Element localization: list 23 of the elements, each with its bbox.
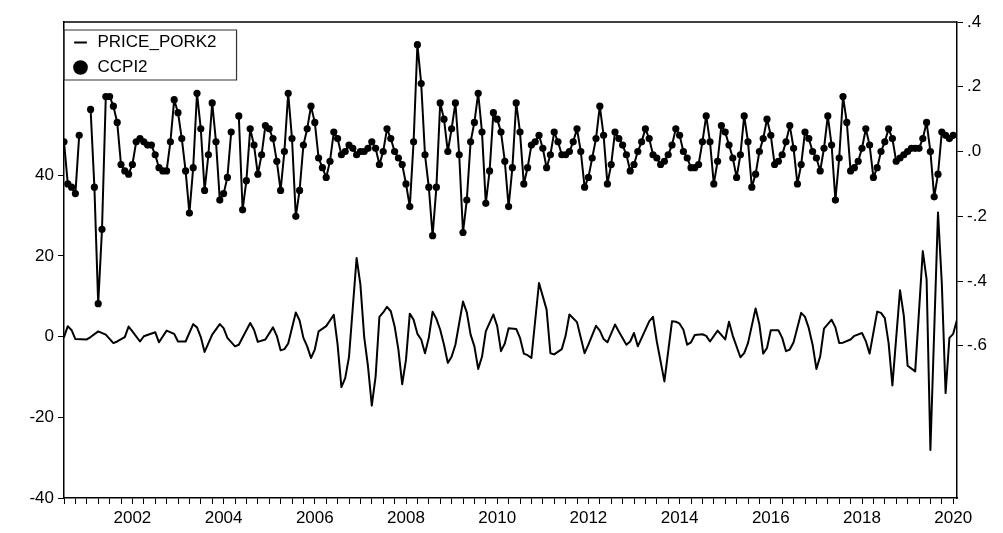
y-tick-label: -40 — [29, 487, 54, 507]
y-tick-label: 20 — [35, 245, 54, 265]
y2-tick-label: -.4 — [967, 270, 987, 290]
y2-tick-label: .4 — [967, 11, 982, 31]
x-tick-label: 2010 — [478, 507, 517, 527]
y2-tick-label: -.6 — [967, 335, 987, 355]
x-tick-label: 2002 — [113, 507, 152, 527]
y2-tick-label: .2 — [967, 76, 982, 96]
x-tick-label: 2008 — [387, 507, 425, 527]
x-tick-label: 2014 — [660, 507, 699, 527]
x-tick-label: 2012 — [569, 507, 608, 527]
y2-tick-label: -.2 — [967, 205, 987, 225]
y-tick-label: 40 — [35, 164, 54, 184]
x-tick-label: 2018 — [843, 507, 881, 527]
x-tick-label: 2020 — [934, 507, 973, 527]
x-tick-label: 2016 — [751, 507, 790, 527]
legend-label: CCPI2 — [97, 57, 148, 77]
legend-label: PRICE_PORK2 — [97, 32, 217, 52]
x-tick-label: 2006 — [295, 507, 334, 527]
y2-tick-label: .0 — [967, 141, 982, 161]
y-tick-label: -20 — [29, 407, 54, 427]
x-tick-label: 2004 — [204, 507, 243, 527]
y-tick-label: 0 — [44, 326, 54, 346]
